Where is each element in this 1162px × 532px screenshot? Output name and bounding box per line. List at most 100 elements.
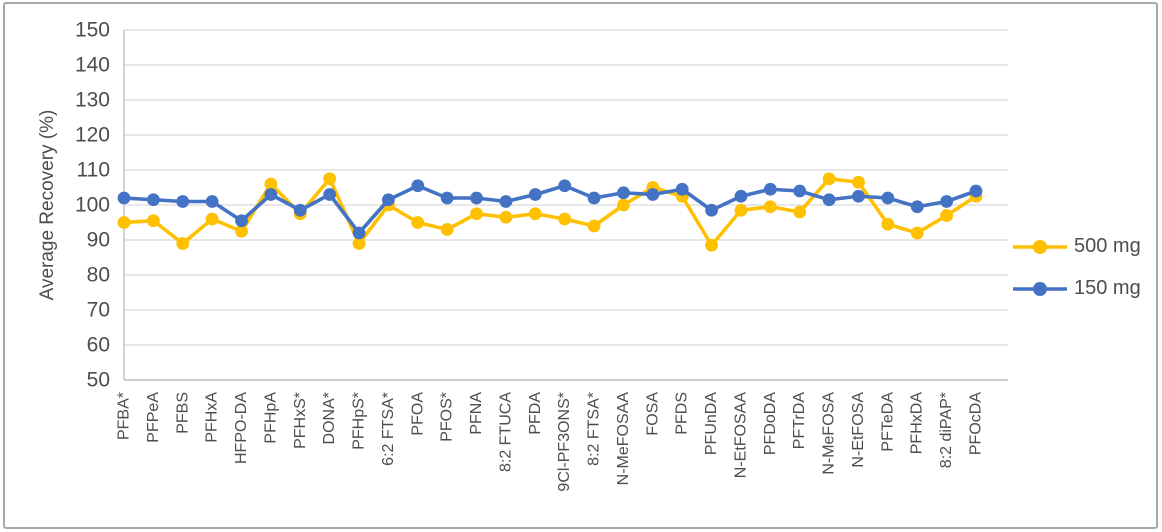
series-150-mg-marker xyxy=(705,203,718,217)
y-tick-label: 130 xyxy=(75,89,110,112)
series-500-mg-marker xyxy=(617,198,630,212)
series-500-mg-marker xyxy=(763,200,777,214)
legend-label-500mg: 500 mg xyxy=(1074,235,1141,257)
series-150-mg-marker xyxy=(499,195,513,208)
series-500-mg-marker xyxy=(323,172,337,186)
series-150-mg-marker xyxy=(852,189,865,203)
x-category-label: PFBS xyxy=(174,392,191,434)
series-150-mg-marker xyxy=(323,188,337,201)
series-150-mg-marker xyxy=(822,193,836,207)
series-150-mg-marker xyxy=(910,200,924,214)
y-tick-label: 140 xyxy=(75,54,110,77)
series-500-mg-marker xyxy=(793,205,807,219)
series-150-mg-marker xyxy=(235,214,248,228)
series-500-mg-marker xyxy=(205,212,219,226)
series-150-mg-marker xyxy=(793,184,807,198)
series-500-mg-marker xyxy=(910,226,924,240)
x-category-label: N-MeFOSA xyxy=(821,392,838,475)
x-category-label: PFDS xyxy=(674,392,691,435)
series-500-mg-marker xyxy=(411,216,425,229)
x-category-label: PFDoDA xyxy=(762,392,779,455)
x-category-label: 9Cl-PF3ONS* xyxy=(556,392,573,492)
legend: 500 mg 150 mg xyxy=(1012,235,1141,300)
legend-item-150mg: 150 mg xyxy=(1012,277,1141,300)
y-tick-label: 50 xyxy=(87,369,110,392)
x-category-label: FOSA xyxy=(644,392,661,436)
x-category-label: PFHpA xyxy=(262,392,279,444)
series-500-mg-marker xyxy=(235,224,248,238)
series-500-mg-marker xyxy=(705,238,718,252)
x-category-label: 8:2 FTUCA xyxy=(497,392,514,472)
series-150-mg-marker xyxy=(117,191,131,205)
series-150-mg-marker xyxy=(969,184,983,198)
series-150-mg-marker xyxy=(382,193,395,207)
series-500-mg-marker xyxy=(940,209,954,222)
y-axis-title: Average Recovery (%) xyxy=(37,109,58,301)
x-category-label: DONA* xyxy=(321,392,338,444)
x-category-label: PFTrDA xyxy=(791,392,808,450)
series-500-mg-marker xyxy=(264,177,278,191)
series-150-mg-line xyxy=(122,183,978,235)
x-category-label: N-MeFOSAA xyxy=(615,392,632,486)
y-tick-label: 150 xyxy=(75,19,110,42)
x-category-label: PFOA xyxy=(409,392,426,436)
x-category-label: PFUnDA xyxy=(703,392,720,455)
series-150-mg-marker xyxy=(646,188,660,201)
y-tick-label: 80 xyxy=(87,264,110,287)
series-500-mg-marker xyxy=(558,212,572,226)
x-category-label: PFPeA xyxy=(145,392,162,443)
series-150-mg-marker xyxy=(528,188,542,201)
series-150-mg-marker xyxy=(587,191,601,205)
series-150-mg-marker xyxy=(293,203,307,217)
series-500-mg-marker xyxy=(117,216,131,229)
y-tick-label: 60 xyxy=(87,334,110,357)
series-500-mg-marker xyxy=(146,214,160,228)
x-category-label: PFHxS* xyxy=(292,392,309,449)
series-150-mg-marker xyxy=(763,182,777,196)
x-category-label: N-EtFOSA xyxy=(850,392,867,468)
y-tick-label: 120 xyxy=(75,124,110,147)
legend-label-150mg: 150 mg xyxy=(1074,277,1141,299)
series-150-mg-marker xyxy=(470,191,483,205)
series-150-mg-marker xyxy=(411,179,425,193)
series-150-mg-marker xyxy=(440,191,454,205)
x-category-label: PFHxDA xyxy=(909,392,926,455)
y-tick-label: 110 xyxy=(77,159,110,182)
series-150-mg-marker xyxy=(352,226,366,240)
legend-swatch-500mg-icon xyxy=(1013,239,1067,254)
series-150-mg-marker xyxy=(734,189,748,203)
x-category-label: N-EtFOSAA xyxy=(732,392,749,479)
series-500-mg-marker xyxy=(528,207,542,221)
series-500-mg-marker xyxy=(176,237,190,250)
y-tick-label: 70 xyxy=(87,299,110,322)
series-500-mg-marker xyxy=(822,172,836,186)
y-tick-label: 100 xyxy=(75,194,110,217)
series-500-mg-marker xyxy=(440,223,454,236)
series-150-mg-marker xyxy=(146,193,160,207)
series-150-mg-marker xyxy=(205,195,219,208)
series-500-mg-marker xyxy=(470,207,483,221)
x-category-label: PFOS* xyxy=(439,392,456,442)
y-tick-label: 90 xyxy=(87,229,110,252)
x-category-label: 8:2 FTSA* xyxy=(586,392,603,466)
series-500-mg-marker xyxy=(734,203,748,217)
x-category-label: 6:2 FTSA* xyxy=(380,392,397,466)
x-category-label: PFHpS* xyxy=(351,392,368,450)
x-category-label: PFHxA xyxy=(204,392,221,443)
x-category-label: PFDA xyxy=(527,392,544,435)
x-category-label: PFTeDA xyxy=(879,392,896,452)
series-500-mg-marker xyxy=(852,175,865,189)
series-150-mg-marker xyxy=(264,188,278,201)
legend-swatch-150mg-icon xyxy=(1013,281,1067,296)
series-500-mg-marker xyxy=(881,217,895,231)
legend-item-500mg: 500 mg xyxy=(1012,235,1141,258)
x-category-label: 8:2 diPAP* xyxy=(938,392,955,468)
series-150-mg-marker xyxy=(675,182,689,196)
x-category-label: PFBA* xyxy=(116,392,133,440)
x-category-label: PFNA xyxy=(468,392,485,435)
series-500-mg-marker xyxy=(587,219,601,233)
series-500-mg-marker xyxy=(352,237,366,250)
series-150-mg-marker xyxy=(940,195,954,208)
